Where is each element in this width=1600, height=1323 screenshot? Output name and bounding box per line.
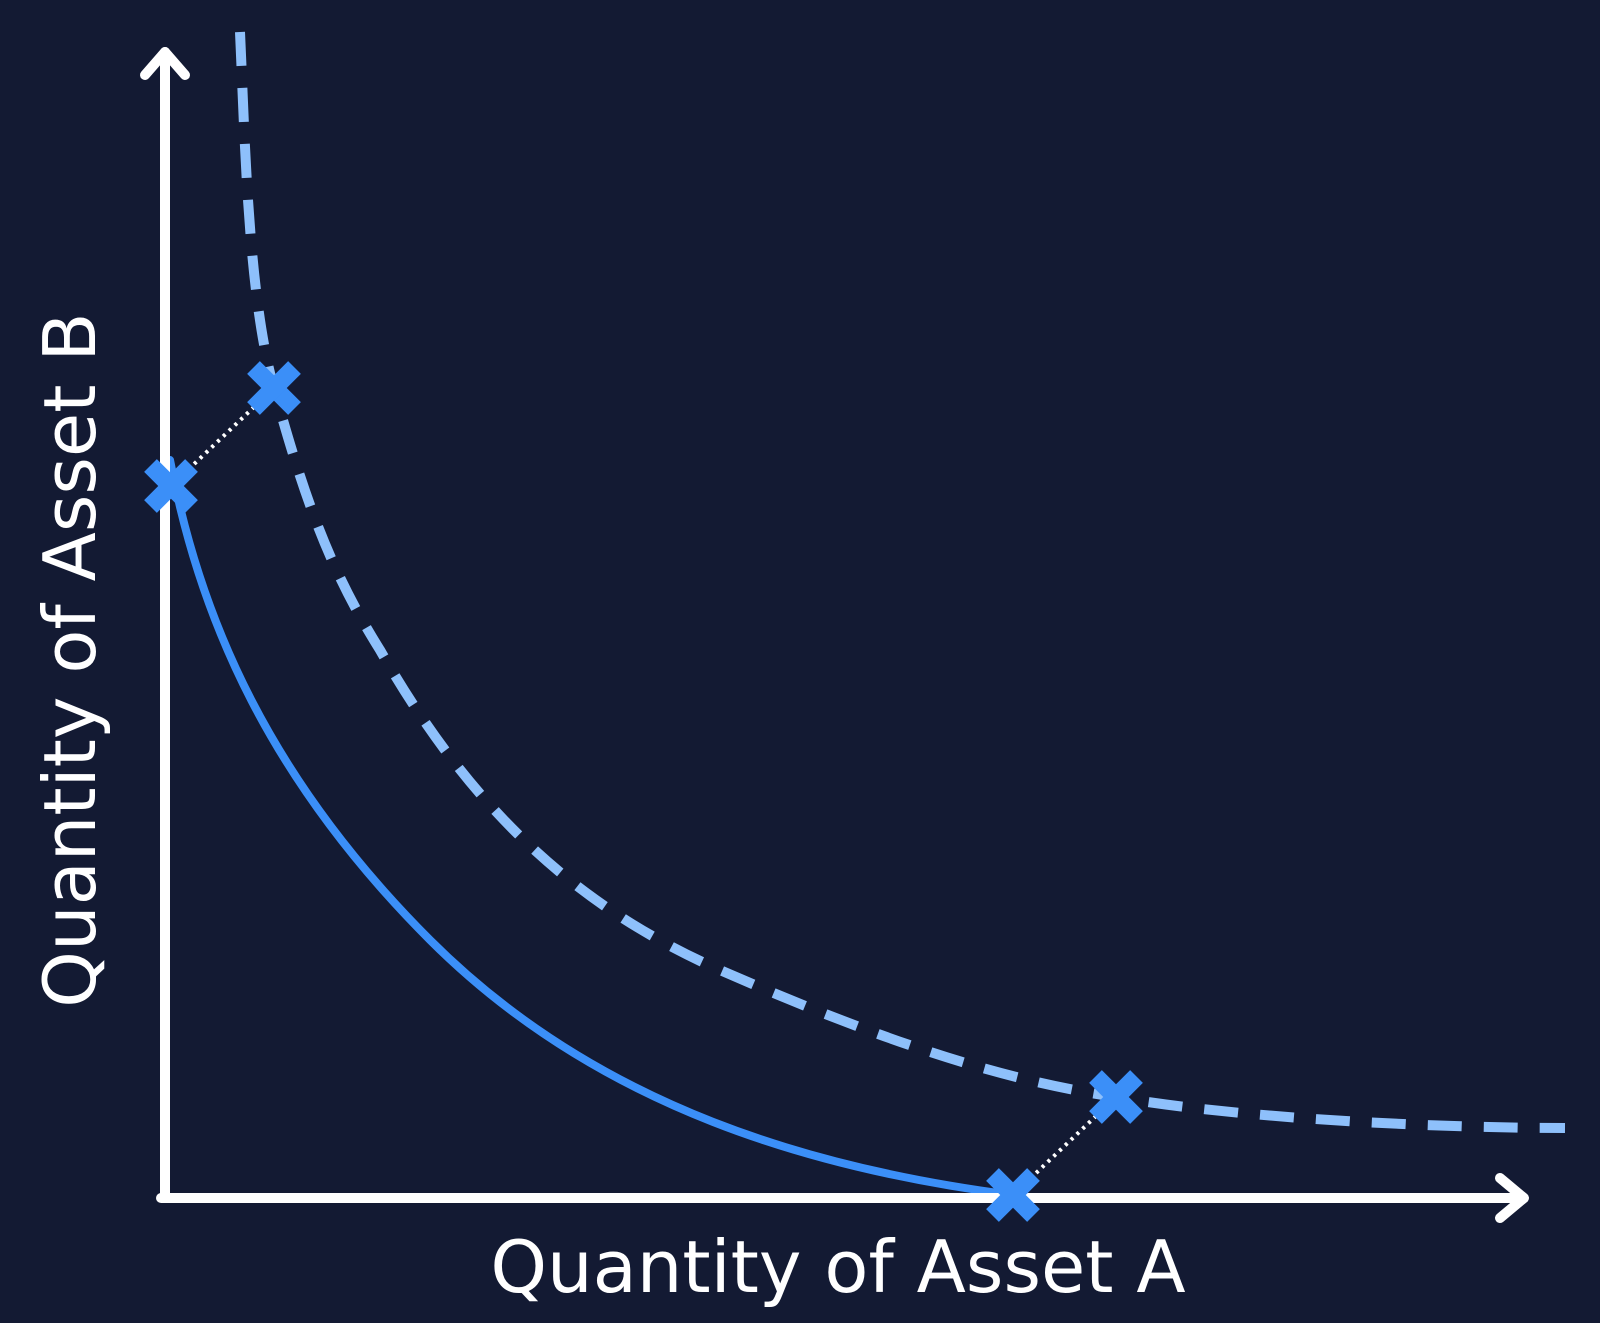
- marker-lower-right-shifted: [1089, 1070, 1143, 1124]
- axes: [140, 47, 1529, 1223]
- shifted-curve: [235, 31, 1566, 1133]
- y-axis-label: Quantity of Asset B: [28, 312, 112, 1007]
- marker-upper-left-shifted: [247, 361, 301, 415]
- marker-upper-left-original: [144, 459, 198, 513]
- marker-lower-right-original: [986, 1168, 1040, 1222]
- x-axis-label: Quantity of Asset A: [490, 1225, 1185, 1309]
- original-curve: [166, 456, 1017, 1199]
- x-axis-arrowhead: [1495, 1173, 1529, 1223]
- y-axis-arrowhead: [140, 47, 190, 80]
